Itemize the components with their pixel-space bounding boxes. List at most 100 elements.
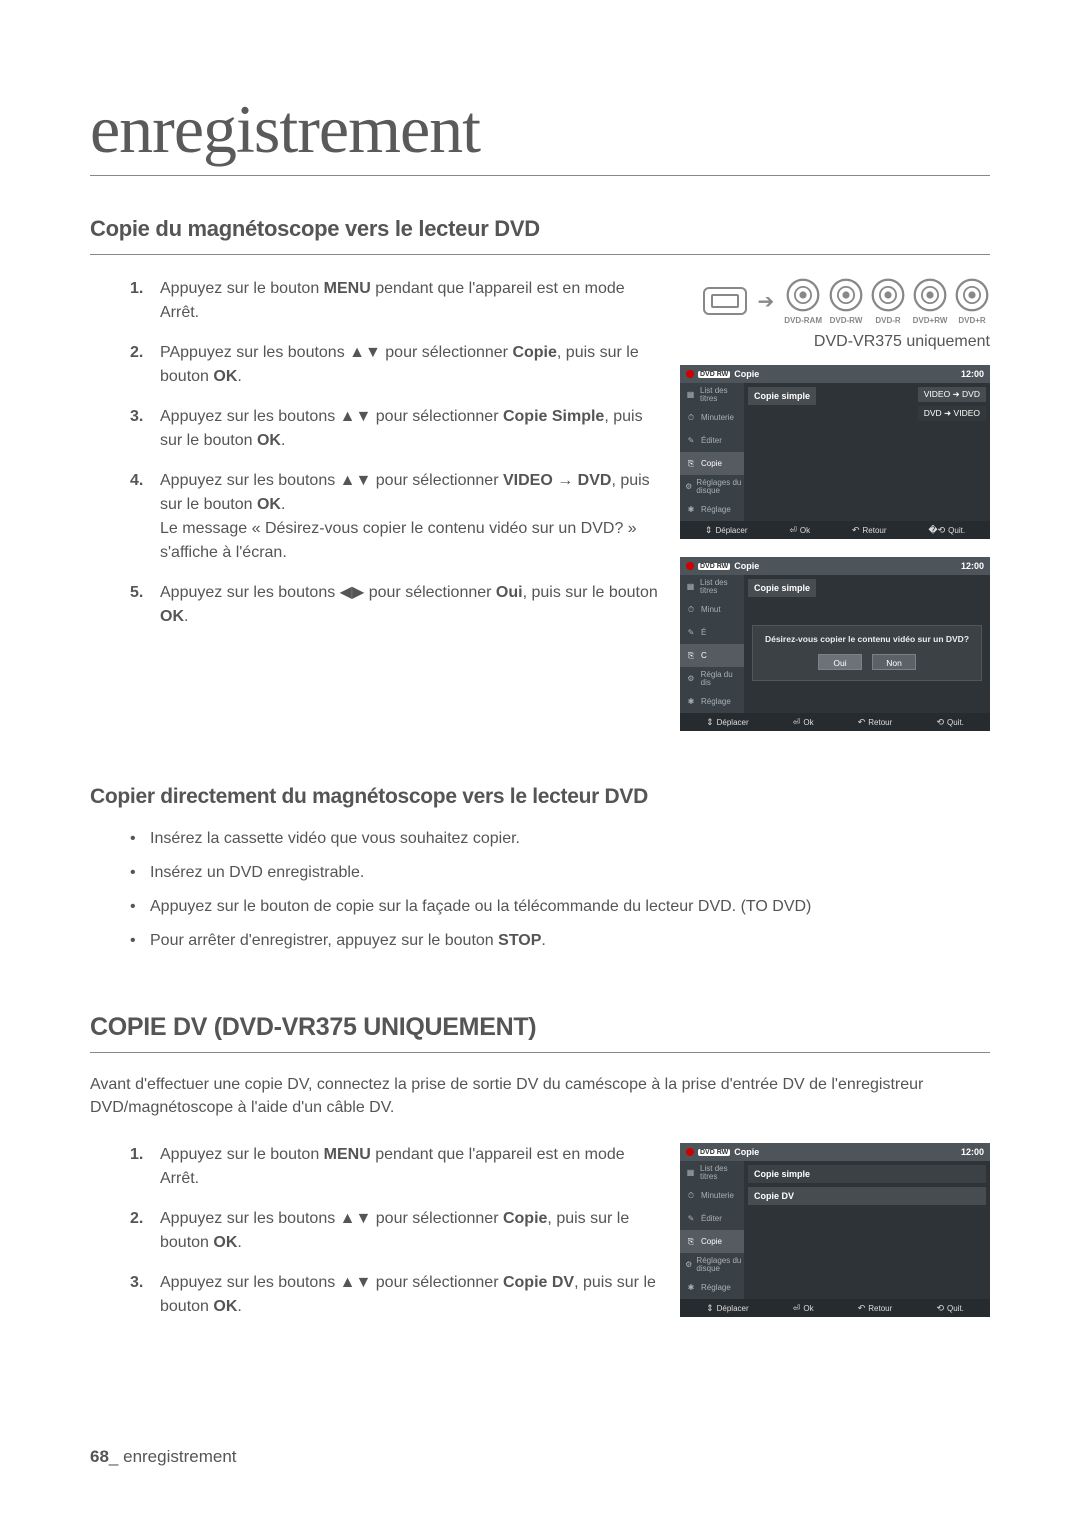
updown-icon: ⇕ bbox=[706, 1303, 714, 1314]
osd1-main: Copie simple VIDEO ➜ DVD DVD ➜ VIDEO bbox=[744, 383, 990, 521]
osd2-time: 12:00 bbox=[961, 561, 984, 571]
step-item: 2.PAppuyez sur les boutons ▲▼ pour sélec… bbox=[90, 341, 660, 389]
updown-icon: ⇕ bbox=[705, 525, 713, 536]
osd2-dialog-message: Désirez-vous copier le contenu vidéo sur… bbox=[759, 634, 975, 644]
section1-right: ➔ DVD-RAMDVD-RWDVD-RDVD+RWDVD+R DVD-VR37… bbox=[680, 277, 990, 749]
record-icon bbox=[686, 562, 694, 570]
section2-bullets: Insérez la cassette vidéo que vous souha… bbox=[130, 827, 990, 953]
osd-side-item: ⎘Copie bbox=[680, 452, 744, 475]
quit-icon: �⟲ bbox=[928, 525, 945, 536]
osd-footer-quit: Quit. bbox=[948, 526, 965, 535]
osd-side-item: ✱Réglage bbox=[680, 690, 744, 713]
osd2-main: Copie simple Désirez-vous copier le cont… bbox=[744, 575, 990, 713]
osd2-dialog: Désirez-vous copier le contenu vidéo sur… bbox=[752, 625, 982, 681]
section1-body: 1.Appuyez sur le bouton MENU pendant que… bbox=[90, 277, 990, 749]
return-icon: ↶ bbox=[852, 525, 860, 536]
dvdrw-badge: DVD RW bbox=[698, 563, 730, 570]
page-number: 68 bbox=[90, 1447, 109, 1466]
osd-side-item: ✱Réglage bbox=[680, 1276, 744, 1299]
osd-side-item: ✱Réglage bbox=[680, 498, 744, 521]
section1-heading: Copie du magnétoscope vers le lecteur DV… bbox=[90, 216, 990, 255]
bullet-item: Pour arrêter d'enregistrer, appuyez sur … bbox=[130, 929, 990, 953]
osd-screen-1: DVD RW Copie 12:00 ▦List des titres⏱Minut… bbox=[680, 365, 990, 539]
disc-icon: DVD-RAM bbox=[784, 277, 822, 325]
osd-side-item: ⚙Régla du dis bbox=[680, 667, 744, 690]
osd2-sidebar: ▦List des titres⏱Minut✎É⎘C⚙Régla du dis✱… bbox=[680, 575, 744, 713]
osd3-sidebar: ▦List des titres⏱Minuterie✎Éditer⎘Copie⚙… bbox=[680, 1161, 744, 1299]
section3-heading: COPIE DV (DVD-VR375 UNIQUEMENT) bbox=[90, 1013, 990, 1053]
osd-screen-2: DVD RW Copie 12:00 ▦List des titres⏱Minut… bbox=[680, 557, 990, 731]
dvdrw-badge: DVD RW bbox=[698, 1149, 730, 1156]
osd1-item-copie-simple: Copie simple bbox=[748, 387, 816, 405]
osd1-title: Copie bbox=[734, 369, 759, 379]
osd-side-item: ▦List des titres bbox=[680, 1161, 744, 1184]
quit-icon: ⟲ bbox=[936, 717, 944, 728]
bullet-item: Insérez la cassette vidéo que vous souha… bbox=[130, 827, 990, 851]
osd-footer-move: Déplacer bbox=[715, 526, 747, 535]
bullet-item: Insérez un DVD enregistrable. bbox=[130, 861, 990, 885]
osd-side-item: ⎘Copie bbox=[680, 1230, 744, 1253]
disc-icon: DVD-RW bbox=[828, 277, 864, 325]
osd-side-item: ⚙Réglages du disque bbox=[680, 475, 744, 498]
return-icon: ↶ bbox=[858, 1303, 866, 1314]
step-item: 3.Appuyez sur les boutons ▲▼ pour sélect… bbox=[90, 1271, 660, 1319]
record-icon bbox=[686, 1148, 694, 1156]
osd3-main: Copie simple Copie DV bbox=[744, 1161, 990, 1299]
dvdrw-badge: DVD RW bbox=[698, 371, 730, 378]
osd2-btn-non: Non bbox=[872, 654, 916, 670]
section2-heading: Copier directement du magnétoscope vers … bbox=[90, 785, 990, 809]
return-icon: ↶ bbox=[858, 717, 866, 728]
osd1-time: 12:00 bbox=[961, 369, 984, 379]
osd-screen-3: DVD RWCopie 12:00 ▦List des titres⏱Minut… bbox=[680, 1143, 990, 1317]
media-icons-row: ➔ DVD-RAMDVD-RWDVD-RDVD+RWDVD+R bbox=[680, 277, 990, 325]
osd-side-item: ▦List des titres bbox=[680, 575, 744, 598]
quit-icon: ⟲ bbox=[936, 1303, 944, 1314]
step-item: 2.Appuyez sur les boutons ▲▼ pour sélect… bbox=[90, 1207, 660, 1255]
section3-intro: Avant d'effectuer une copie DV, connecte… bbox=[90, 1073, 990, 1119]
osd3-item-copie-simple: Copie simple bbox=[748, 1165, 986, 1183]
osd2-top: DVD RW Copie 12:00 bbox=[680, 557, 990, 575]
arrow-icon: ➔ bbox=[757, 289, 774, 314]
footer-label: enregistrement bbox=[123, 1447, 236, 1466]
disc-icon: DVD+RW bbox=[912, 277, 948, 325]
section3-steps: 1.Appuyez sur le bouton MENU pendant que… bbox=[90, 1143, 660, 1319]
page-root: enregistrement Copie du magnétoscope ver… bbox=[0, 0, 1080, 1527]
step-item: 1.Appuyez sur le bouton MENU pendant que… bbox=[90, 1143, 660, 1191]
osd3-title: Copie bbox=[734, 1147, 759, 1157]
osd3-footer: ⇕Déplacer ⏎Ok ↶Retour ⟲Quit. bbox=[680, 1299, 990, 1317]
osd3-item-copie-dv: Copie DV bbox=[748, 1187, 986, 1205]
step-item: 3.Appuyez sur les boutons ▲▼ pour sélect… bbox=[90, 405, 660, 453]
osd2-footer: ⇕Déplacer ⏎Ok ↶Retour ⟲Quit. bbox=[680, 713, 990, 731]
ok-icon: ⏎ bbox=[793, 717, 801, 728]
osd-side-item: ✎É bbox=[680, 621, 744, 644]
tape-icon bbox=[703, 287, 747, 315]
osd1-pill-dvd-video: DVD ➜ VIDEO bbox=[918, 406, 986, 421]
osd-side-item: ⏱Minuterie bbox=[680, 1184, 744, 1207]
model-note: DVD-VR375 uniquement bbox=[680, 333, 990, 351]
osd-footer-ok: Ok bbox=[800, 526, 810, 535]
osd-side-item: ✎Éditer bbox=[680, 429, 744, 452]
osd3-top: DVD RWCopie 12:00 bbox=[680, 1143, 990, 1161]
osd-side-item: ⚙Réglages du disque bbox=[680, 1253, 744, 1276]
bullet-item: Appuyez sur le bouton de copie sur la fa… bbox=[130, 895, 990, 919]
osd-footer-return: Retour bbox=[863, 526, 887, 535]
page-title: enregistrement bbox=[90, 90, 990, 176]
ok-icon: ⏎ bbox=[793, 1303, 801, 1314]
record-icon bbox=[686, 370, 694, 378]
osd-side-item: ▦List des titres bbox=[680, 383, 744, 406]
osd-side-item: ✎Éditer bbox=[680, 1207, 744, 1230]
step-item: 1.Appuyez sur le bouton MENU pendant que… bbox=[90, 277, 660, 325]
osd1-sidebar: ▦List des titres⏱Minuterie✎Éditer⎘Copie⚙… bbox=[680, 383, 744, 521]
osd1-footer: ⇕Déplacer ⏎Ok ↶Retour �⟲Quit. bbox=[680, 521, 990, 539]
osd2-item-copie-simple: Copie simple bbox=[748, 579, 816, 597]
page-footer: 68_ enregistrement bbox=[90, 1447, 237, 1467]
ok-icon: ⏎ bbox=[789, 525, 797, 536]
section1-left: 1.Appuyez sur le bouton MENU pendant que… bbox=[90, 277, 660, 645]
osd-side-item: ⏱Minuterie bbox=[680, 406, 744, 429]
osd2-btn-oui: Oui bbox=[818, 654, 862, 670]
osd2-title: Copie bbox=[734, 561, 759, 571]
disc-icon: DVD-R bbox=[870, 277, 906, 325]
osd-side-item: ⏱Minut bbox=[680, 598, 744, 621]
disc-icon: DVD+R bbox=[954, 277, 990, 325]
step-item: 5.Appuyez sur les boutons ◀▶ pour sélect… bbox=[90, 581, 660, 629]
